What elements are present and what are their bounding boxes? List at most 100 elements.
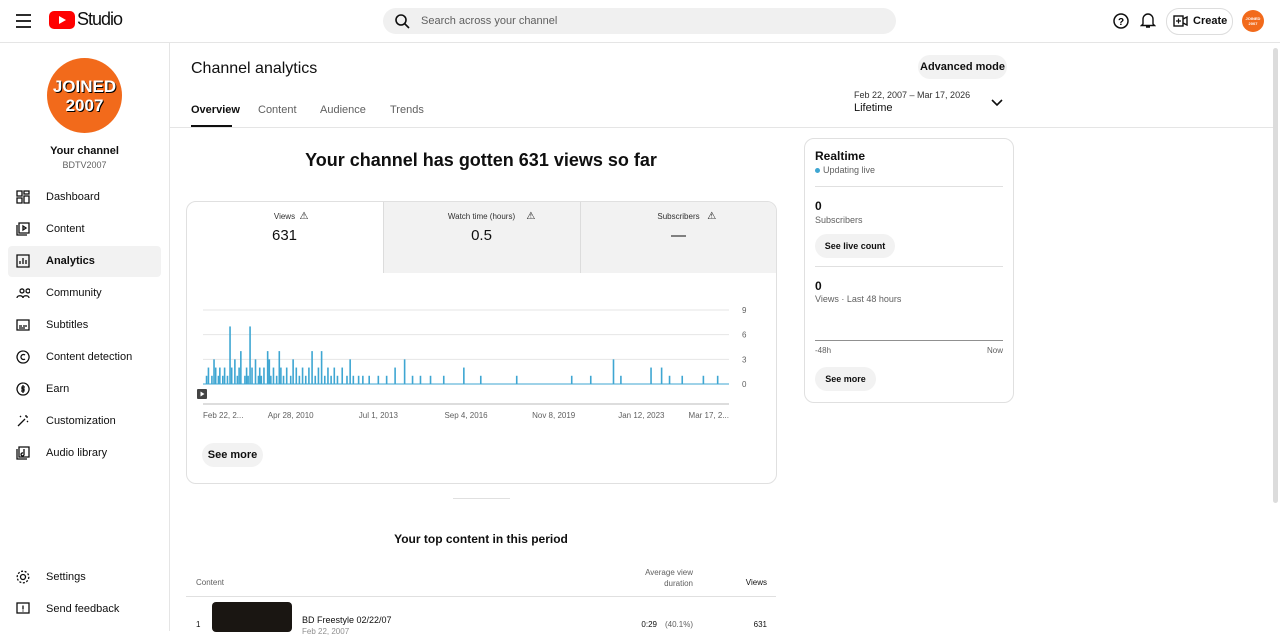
- bar: [346, 375, 348, 384]
- bar: [377, 375, 380, 384]
- nav-item[interactable]: Content detection: [46, 351, 133, 363]
- date-range[interactable]: Feb 22, 2007 – Mar 17, 2026: [854, 90, 971, 100]
- bar: [442, 375, 445, 384]
- icon-path: [16, 222, 30, 236]
- metric-inactive-bg: [383, 202, 776, 273]
- axis-start: -48h: [815, 346, 832, 355]
- search-icon: [395, 14, 410, 29]
- logo-icon[interactable]: [49, 11, 75, 29]
- bar: [308, 367, 310, 384]
- bar: [295, 367, 298, 384]
- bar: [244, 375, 246, 384]
- column-header: Average view duration: [645, 568, 693, 588]
- nav-item[interactable]: Settings: [46, 571, 86, 583]
- bar: [515, 375, 518, 384]
- avatar-text: JOINED: [52, 77, 117, 96]
- help-icon[interactable]: ?: [1113, 13, 1129, 29]
- bar: [311, 351, 313, 384]
- see-more-button[interactable]: See more: [202, 443, 263, 467]
- metric-label: Subscribers: [657, 212, 700, 221]
- bar: [245, 367, 248, 384]
- avatar-text: 2007: [65, 96, 104, 115]
- page-title: Channel analytics: [191, 60, 318, 77]
- subscribers-value: 0: [815, 199, 822, 213]
- bar: [368, 375, 370, 384]
- bar: [429, 375, 432, 384]
- x-tick-label: Sep 4, 2016: [444, 411, 488, 420]
- bar: [207, 367, 210, 384]
- bar: [298, 375, 301, 384]
- video-thumbnail[interactable]: [212, 602, 292, 632]
- advanced-mode-button[interactable]: Advanced mode: [918, 55, 1007, 79]
- icon-path: [16, 254, 30, 268]
- nav-icon: [16, 382, 30, 396]
- bar: [229, 326, 231, 384]
- svg-text:?: ?: [1118, 17, 1124, 28]
- realtime-see-more[interactable]: See more: [815, 367, 876, 391]
- nav-item[interactable]: Subtitles: [46, 319, 89, 331]
- video-marker: [197, 389, 207, 399]
- nav-icon: [16, 350, 30, 364]
- logo-text[interactable]: Studio: [77, 9, 123, 29]
- row-views: 631: [753, 620, 767, 629]
- nav-item[interactable]: Community: [46, 287, 102, 299]
- nav-icon: [16, 288, 30, 299]
- channel-handle: BDTV2007: [62, 160, 107, 170]
- bar: [357, 375, 360, 384]
- search-box[interactable]: [383, 8, 896, 34]
- channel-avatar[interactable]: JOINED 2007: [47, 58, 122, 133]
- metric-value: 0.5: [471, 227, 492, 244]
- nav-icon: [16, 222, 30, 236]
- tab[interactable]: Audience: [320, 104, 366, 116]
- x-tick-label: Feb 22, 2...: [203, 411, 243, 420]
- bar: [263, 367, 265, 384]
- bar: [249, 326, 251, 384]
- nav-item[interactable]: Content: [46, 223, 85, 235]
- icon-path: [17, 415, 29, 427]
- bar: [570, 375, 573, 384]
- axis-end: Now: [986, 346, 1003, 355]
- y-tick-label: 6: [742, 331, 747, 340]
- bar: [589, 375, 592, 384]
- column-header: Views: [745, 578, 767, 587]
- menu-icon[interactable]: [16, 14, 32, 28]
- column-header: Content: [196, 578, 225, 587]
- bar: [272, 367, 275, 384]
- live-count-button[interactable]: See live count: [815, 234, 895, 258]
- bar: [251, 367, 253, 384]
- scrollbar[interactable]: [1273, 48, 1278, 503]
- bar: [234, 359, 236, 384]
- top-bar: [0, 0, 1280, 43]
- settings-icon: [16, 570, 30, 584]
- nav-item[interactable]: Analytics: [46, 255, 95, 267]
- notifications-icon[interactable]: [1140, 12, 1156, 29]
- create-button[interactable]: [1166, 8, 1233, 35]
- bar: [211, 375, 213, 384]
- metric-divider: [580, 202, 581, 273]
- date-label[interactable]: Lifetime: [854, 102, 893, 114]
- bar: [278, 351, 281, 384]
- account-avatar[interactable]: JOINED 2007: [1242, 10, 1264, 32]
- channel-title: Your channel: [50, 145, 119, 157]
- video-title[interactable]: BD Freestyle 02/22/07: [302, 615, 392, 625]
- tab[interactable]: Overview: [191, 104, 240, 116]
- nav-item[interactable]: Customization: [46, 415, 116, 427]
- nav-item[interactable]: Earn: [46, 383, 70, 395]
- divider: [815, 186, 1003, 187]
- bar: [301, 367, 304, 384]
- tab[interactable]: Trends: [390, 104, 424, 116]
- bar: [268, 359, 271, 384]
- bar: [403, 359, 406, 384]
- date-dropdown-icon[interactable]: [991, 99, 1003, 107]
- button-label: See more: [825, 374, 866, 384]
- nav-icon: [16, 446, 30, 460]
- y-tick-label: 9: [742, 306, 747, 315]
- nav-icon: [16, 319, 30, 331]
- nav-item[interactable]: Dashboard: [46, 191, 100, 203]
- nav-item[interactable]: Send feedback: [46, 603, 120, 615]
- bar: [323, 375, 326, 384]
- warning-icon: ⚠: [526, 211, 536, 222]
- nav-item[interactable]: Audio library: [46, 447, 108, 459]
- bar: [266, 351, 269, 384]
- tab[interactable]: Content: [258, 104, 297, 116]
